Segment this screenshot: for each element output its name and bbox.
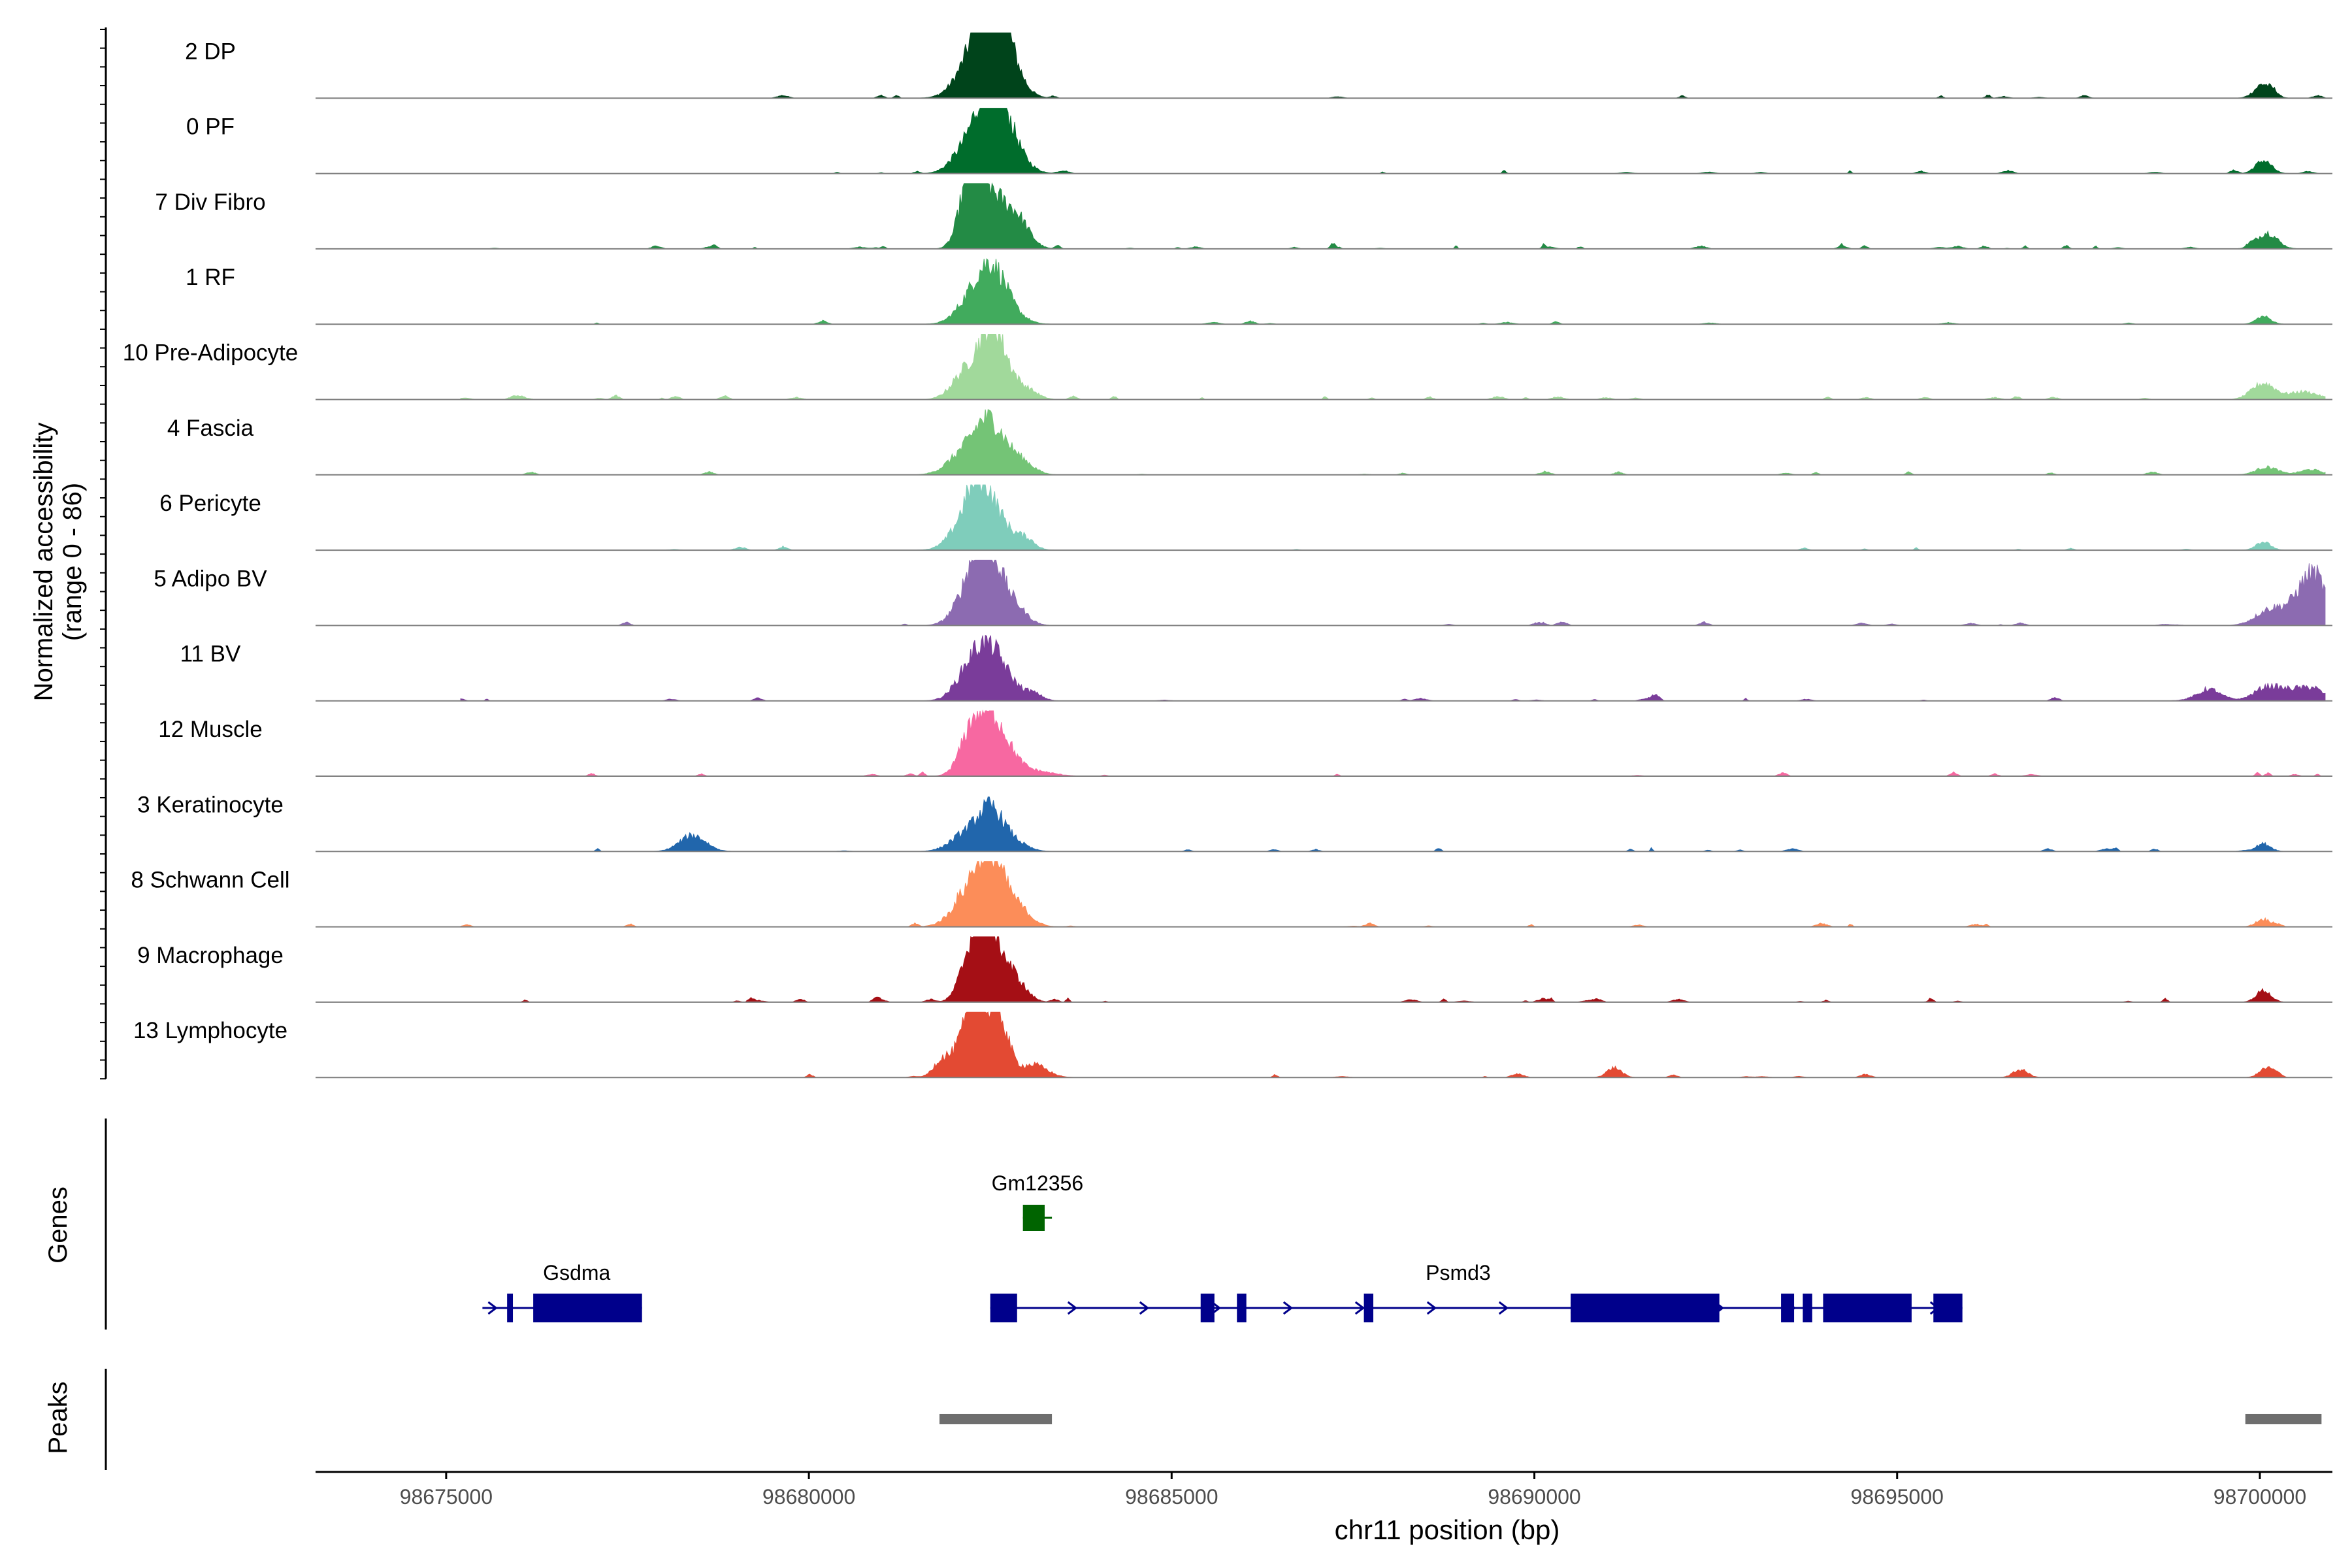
track-label: 10 Pre-Adipocyte (123, 340, 298, 366)
strand-arrow (1282, 1301, 1294, 1315)
gene-model: Gsdma (482, 1261, 642, 1322)
exon (1823, 1294, 1912, 1322)
coverage-track: 3 Keratinocyte (137, 792, 2332, 853)
track-label: 13 Lymphocyte (133, 1018, 287, 1043)
coverage-area (461, 484, 2325, 551)
coverage-area (460, 635, 2326, 702)
exon (507, 1294, 514, 1322)
strand-arrow (487, 1301, 498, 1315)
track-label: 2 DP (185, 39, 236, 64)
coverage-track: 4 Fascia (167, 409, 2332, 476)
x-tick-label: 98675000 (400, 1485, 493, 1509)
track-label: 9 Macrophage (137, 943, 284, 968)
exon (1022, 1205, 1045, 1231)
genes-track: Psmd3 Gsdma Gm12356 (482, 1171, 1963, 1322)
coverage-tracks: 2 DP 0 PF 7 Div Fibro 1 RF 10 Pre-Adipocyte 4… (123, 32, 2332, 1079)
peak-region (2245, 1414, 2322, 1424)
exon (1200, 1294, 1215, 1322)
gene-model: Psmd3 (990, 1261, 1963, 1322)
gene-name: Psmd3 (1426, 1261, 1491, 1284)
exon (1364, 1294, 1374, 1322)
y-axis-label-line1: Normalized accessibility (29, 423, 58, 702)
coverage-track: 2 DP (185, 32, 2332, 99)
genes-track-label: Genes (44, 1186, 73, 1264)
coverage-track: 10 Pre-Adipocyte (123, 334, 2332, 400)
exon (533, 1294, 642, 1322)
coverage-area (461, 1011, 2325, 1078)
coverage-area (461, 559, 2326, 626)
x-tick-label: 98695000 (1851, 1485, 1944, 1509)
x-tick-label: 98680000 (762, 1485, 855, 1509)
peaks-track-label: Peaks (44, 1381, 73, 1454)
track-label: 12 Muscle (158, 717, 263, 742)
coverage-area (461, 796, 2325, 852)
exon (1933, 1294, 1963, 1322)
coverage-area (460, 334, 2326, 400)
exon (1803, 1294, 1812, 1322)
coverage-track: 5 Adipo BV (154, 559, 2332, 627)
gene-name: Gsdma (543, 1261, 610, 1284)
exon (990, 1294, 1017, 1322)
x-axis-label: chr11 position (bp) (1335, 1514, 1560, 1545)
strand-arrow (1139, 1301, 1150, 1315)
coverage-area (461, 936, 2325, 1003)
strand-arrow (1067, 1301, 1078, 1315)
coverage-area (461, 258, 2325, 325)
track-label: 3 Keratinocyte (137, 792, 284, 817)
coverage-area (461, 710, 2325, 777)
track-label: 7 Div Fibro (155, 189, 265, 215)
coverage-area (460, 860, 2325, 928)
gene-model: Gm12356 (992, 1171, 1084, 1231)
coverage-track: 0 PF (186, 108, 2332, 174)
track-label: 1 RF (186, 265, 235, 290)
coverage-track: 12 Muscle (158, 710, 2332, 777)
coverage-track: 11 BV (180, 635, 2332, 702)
coverage-track: 6 Pericyte (159, 484, 2332, 551)
x-tick-label: 98690000 (1488, 1485, 1580, 1509)
coverage-track: 1 RF (186, 258, 2332, 325)
exon (1237, 1294, 1247, 1322)
coverage-track: 9 Macrophage (137, 936, 2332, 1003)
track-label: 4 Fascia (167, 416, 254, 441)
track-label: 11 BV (180, 642, 241, 667)
track-label: 0 PF (186, 114, 235, 140)
y-axis-label-line2: (range 0 - 86) (58, 483, 87, 641)
strand-arrow (1426, 1301, 1437, 1315)
x-tick-label: 98685000 (1125, 1485, 1218, 1509)
coverage-track: 8 Schwann Cell (131, 860, 2332, 928)
peak-region (939, 1414, 1053, 1424)
coverage-y-axis (100, 27, 107, 1080)
strand-arrow (1354, 1301, 1365, 1315)
gene-name: Gm12356 (992, 1171, 1084, 1195)
exon (1571, 1294, 1720, 1322)
exon (1781, 1294, 1795, 1322)
coverage-area (461, 409, 2326, 476)
coverage-area (461, 108, 2325, 174)
coverage-track: 13 Lymphocyte (133, 1011, 2332, 1079)
x-tick-label: 98700000 (2213, 1485, 2306, 1509)
track-label: 5 Adipo BV (154, 566, 267, 591)
coverage-area (461, 32, 2326, 99)
track-label: 8 Schwann Cell (131, 868, 289, 893)
track-label: 6 Pericyte (159, 491, 261, 516)
peaks-track (939, 1414, 2322, 1424)
coverage-track: 7 Div Fibro (155, 182, 2332, 250)
coverage-area (461, 182, 2325, 250)
x-axis: 98675000 98680000 98685000 98690000 98695000… (316, 1471, 2332, 1509)
strand-arrow (1498, 1301, 1509, 1315)
